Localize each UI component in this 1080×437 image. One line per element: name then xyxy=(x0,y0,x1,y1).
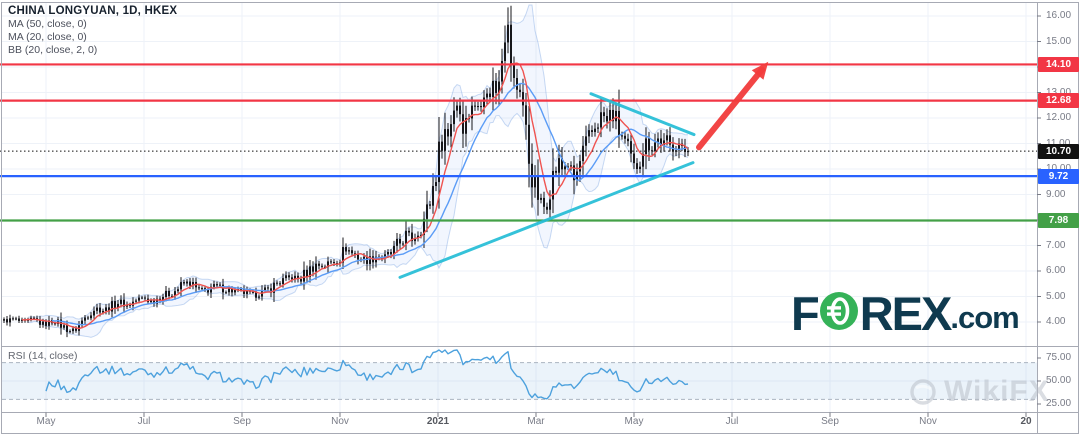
time-axis-label-Jul: Jul xyxy=(725,416,739,427)
price-tick-label: 16.00 xyxy=(1046,10,1072,21)
moving-averages-layer xyxy=(21,62,689,330)
rsi-tick-label: 25.00 xyxy=(1046,398,1072,409)
indicator-ma50[interactable]: MA (50, close, 0) xyxy=(8,18,87,30)
time-axis-label-May: May xyxy=(36,416,56,427)
price-tick-label: 7.00 xyxy=(1046,239,1066,251)
time-axis-label-May: May xyxy=(624,416,644,427)
wikifx-watermark-text: WikiFX xyxy=(944,375,1050,408)
forex-logo-rex: REX xyxy=(859,286,953,340)
trendline-ascending[interactable] xyxy=(398,161,695,279)
price-levels-layer[interactable] xyxy=(0,63,1037,222)
gridlines-layer xyxy=(2,3,1037,412)
rsi-tick-label: 50.00 xyxy=(1046,375,1072,386)
price-tick-label: 11.00 xyxy=(1046,138,1070,149)
price-tick-label: 10.00 xyxy=(1046,164,1071,174)
price-badge-10.70[interactable]: 10.70 xyxy=(1038,143,1079,159)
forex-logo-f: F xyxy=(791,286,820,340)
price-tick-label: 5.00 xyxy=(1046,290,1066,302)
time-axis-label-2021: 2021 xyxy=(426,416,450,427)
breakout-arrow[interactable] xyxy=(696,61,769,151)
rsi-tick-label: 75.00 xyxy=(1046,352,1072,363)
price-badge-9.72[interactable]: 9.72 xyxy=(1038,168,1079,184)
time-axis-label-20: 20 xyxy=(1020,416,1032,427)
price-badge-14.10[interactable]: 14.10 xyxy=(1038,56,1079,72)
symbol-title[interactable]: CHINA LONGYUAN, 1D, HKEX xyxy=(8,5,178,17)
price-tick-label: 9.00 xyxy=(1046,188,1066,200)
rsi-band-layer xyxy=(2,362,1037,400)
time-axis-label-Sep: Sep xyxy=(233,416,251,427)
rsi-line-layer xyxy=(45,349,689,400)
time-axis-label-Nov: Nov xyxy=(919,416,937,427)
forex-logo-com: .com xyxy=(950,300,1019,335)
trendlines-layer[interactable] xyxy=(398,92,696,279)
price-tick-label: 12.00 xyxy=(1046,112,1072,123)
price-tick-label: 6.00 xyxy=(1046,265,1066,276)
time-axis-label-Mar: Mar xyxy=(527,416,545,427)
indicator-bb[interactable]: BB (20, close, 2, 0) xyxy=(8,44,98,56)
time-axis-label-Jul: Jul xyxy=(137,416,151,427)
forex-logo-o-icon xyxy=(819,291,859,336)
price-badge-12.68[interactable]: 12.68 xyxy=(1038,93,1079,109)
wikifx-logo-icon xyxy=(910,379,936,405)
forex-com-logo: F REX .com xyxy=(791,286,1020,340)
rsi-indicator-label[interactable]: RSI (14, close) xyxy=(8,350,78,362)
legend: CHINA LONGYUAN, 1D, HKEX MA (50, close, … xyxy=(8,5,177,57)
price-badge-7.98[interactable]: 7.98 xyxy=(1038,213,1079,228)
price-tick-label: 13.00 xyxy=(1046,86,1072,98)
trendline-descending[interactable] xyxy=(589,92,696,137)
wikifx-watermark: WikiFX xyxy=(908,377,1050,407)
time-axis-label-Sep: Sep xyxy=(821,416,839,427)
price-tick-label: 4.00 xyxy=(1046,316,1066,327)
indicator-ma20[interactable]: MA (20, close, 0) xyxy=(8,31,87,43)
time-axis-label-Nov: Nov xyxy=(331,416,349,427)
price-tick-label: 15.00 xyxy=(1046,35,1072,47)
